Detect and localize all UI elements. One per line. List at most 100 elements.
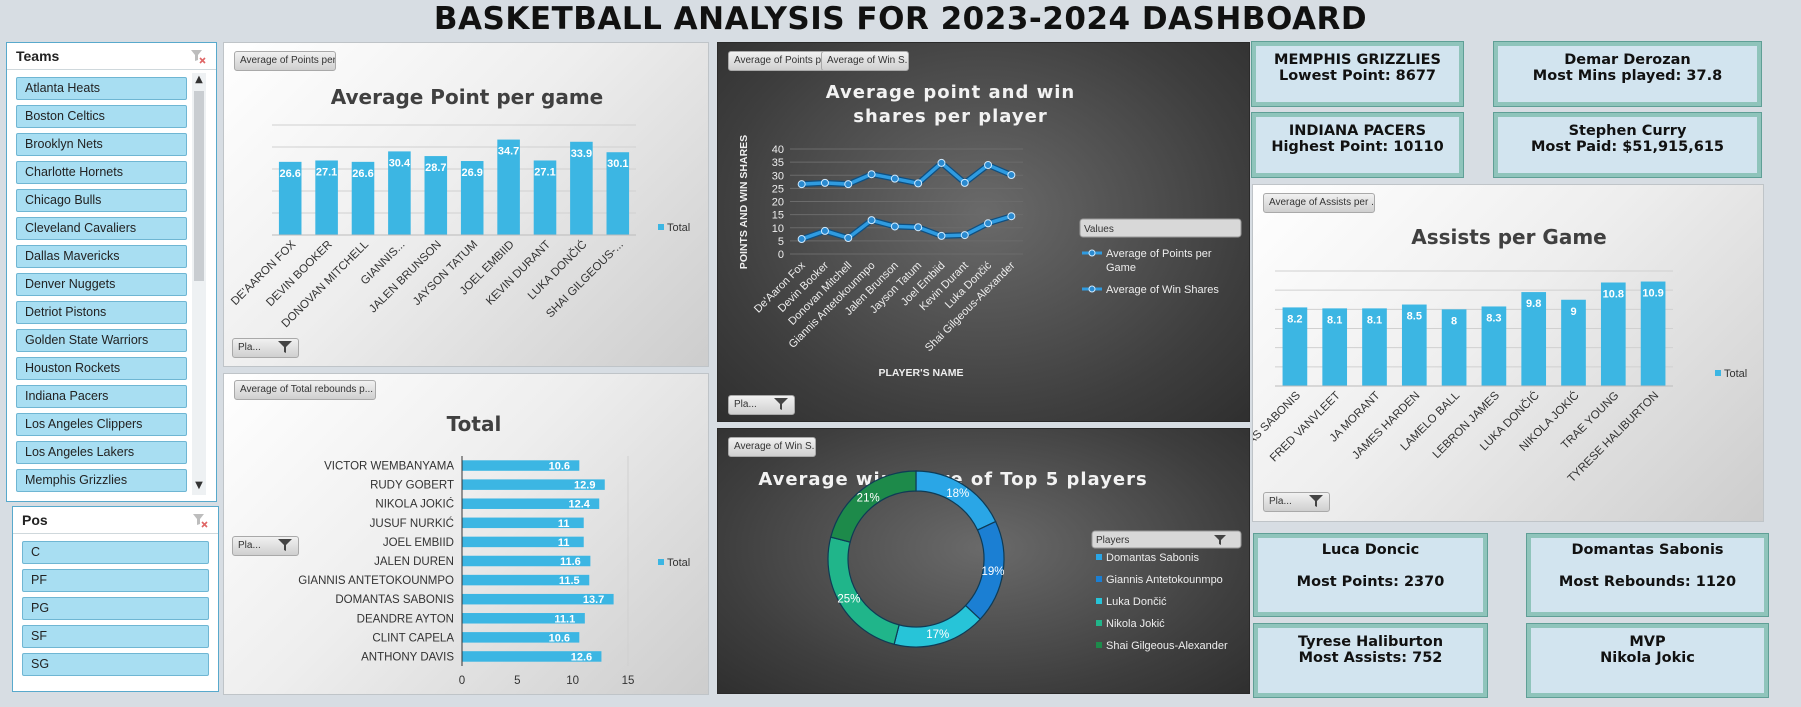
points-wins-chart-title: Average point and win shares per player	[825, 82, 1076, 127]
card-line-2: Most Paid: $51,915,615	[1530, 139, 1725, 155]
team-slicer-item[interactable]: Brooklyn Nets	[16, 133, 187, 156]
data-label: 12.4	[569, 499, 591, 511]
rebounds-player-filter-button[interactable]: Pla...	[232, 536, 299, 556]
data-point	[960, 178, 969, 187]
pos-slicer-item[interactable]: SG	[22, 653, 209, 676]
legend-title-box	[1091, 530, 1242, 549]
rebounds-field-button[interactable]: Average of Total rebounds p...	[234, 380, 376, 400]
data-label: 10.6	[549, 461, 570, 473]
bar	[462, 632, 580, 643]
data-point	[890, 222, 899, 231]
data-label: 10.8	[1603, 289, 1624, 301]
data-point	[937, 231, 946, 240]
pos-slicer-item[interactable]: PF	[22, 569, 209, 592]
assists-panel: Average of Assists per ... Assists per G…	[1252, 184, 1764, 522]
bar	[570, 141, 593, 235]
category-label: DEANDRE AYTON	[357, 613, 454, 625]
category-label: NIKOLA JOKIĆ	[375, 498, 454, 511]
tick-label: 40	[772, 144, 784, 156]
filter-icon	[278, 539, 292, 551]
data-point	[1007, 170, 1016, 179]
bar	[1282, 307, 1308, 386]
category-label: CLINT CAPELA	[372, 632, 454, 644]
team-slicer-item[interactable]: Denver Nuggets	[16, 273, 187, 296]
team-slicer-item[interactable]: Dallas Mavericks	[16, 245, 187, 268]
clear-filter-icon[interactable]	[192, 512, 208, 528]
filter-icon	[1309, 495, 1323, 507]
points-filter-label: Pla...	[238, 342, 261, 353]
data-label: 8.3	[1486, 312, 1501, 324]
scroll-up-icon[interactable]: ▲	[195, 74, 203, 85]
data-label: 34.7	[498, 146, 519, 158]
assists-player-filter-button[interactable]: Pla...	[1263, 492, 1330, 512]
legend-label: Giannis Antetokounmpo	[1106, 574, 1223, 586]
bar	[278, 161, 302, 235]
bar	[462, 460, 580, 471]
points-wins-field-button-2[interactable]: Average of Win S...	[821, 51, 909, 71]
teams-slicer-scrollbar[interactable]: ▲ ▼	[192, 73, 206, 495]
points-wins-player-filter-button[interactable]: Pla...	[728, 395, 795, 415]
team-slicer-item[interactable]: Chicago Bulls	[16, 189, 187, 212]
tick-label: 25	[772, 183, 784, 195]
team-slicer-item[interactable]: Cleveland Cavaliers	[16, 217, 187, 240]
team-slicer-item[interactable]: Detriot Pistons	[16, 301, 187, 324]
clear-filter-icon[interactable]	[190, 48, 206, 64]
card-line-2: Most Rebounds: 1120	[1558, 574, 1737, 590]
legend-swatch	[1096, 554, 1102, 560]
data-point	[890, 174, 899, 183]
category-label: DOMANTAS SABONIS	[335, 594, 454, 606]
data-label: 13.7	[583, 594, 604, 606]
legend-marker	[1088, 285, 1096, 293]
points-per-game-panel: Average of Points per... Average Point p…	[223, 42, 709, 367]
category-label: GIANNIS ANTETOKOUNMPO	[298, 575, 454, 587]
data-label: 8.1	[1327, 314, 1342, 326]
team-slicer-item[interactable]: Los Angeles Clippers	[16, 413, 187, 436]
category-label: JALEN DUREN	[374, 556, 454, 568]
winshare-field-button[interactable]: Average of Win S...	[728, 437, 816, 457]
points-player-filter-button[interactable]: Pla...	[232, 338, 299, 358]
pos-slicer-item[interactable]: PG	[22, 597, 209, 620]
category-label: LEBRON JAMES	[1431, 389, 1503, 461]
legend-title-box	[1079, 218, 1242, 238]
assists-field-button[interactable]: Average of Assists per ...	[1263, 193, 1375, 213]
pos-slicer-item[interactable]: SF	[22, 625, 209, 648]
team-slicer-item[interactable]: Los Angeles Lakers	[16, 441, 187, 464]
bar	[351, 161, 375, 235]
card-line-1: Demar Derozan	[1564, 52, 1691, 68]
card-line-2: Most Mins played: 37.8	[1532, 68, 1723, 84]
bar	[1640, 281, 1666, 386]
bar	[1362, 308, 1387, 386]
data-point	[984, 219, 993, 228]
legend-swatch	[1096, 642, 1102, 648]
most-mins-card: Demar Derozan Most Mins played: 37.8	[1493, 41, 1762, 107]
bar	[462, 536, 584, 548]
tick-label: 10	[566, 675, 579, 687]
category-label: JOEL EMBIID	[383, 537, 454, 549]
data-point	[937, 158, 946, 167]
bar	[1521, 292, 1547, 386]
team-slicer-item[interactable]: Boston Celtics	[16, 105, 187, 128]
data-label: 8	[1451, 315, 1457, 327]
team-slicer-item[interactable]: Houston Rockets	[16, 357, 187, 380]
pos-slicer-item[interactable]: C	[22, 541, 209, 564]
team-slicer-item[interactable]: Memphis Grizzlies	[16, 469, 187, 492]
bar	[1481, 306, 1507, 386]
team-slicer-item[interactable]: Charlotte Hornets	[16, 161, 187, 184]
bar	[462, 517, 584, 529]
team-slicer-item[interactable]: Indiana Pacers	[16, 385, 187, 408]
teams-slicer[interactable]: Teams Atlanta Heats Boston Celtics Brookly…	[6, 42, 217, 502]
y-axis-title: POINTS AND WIN SHARES	[738, 135, 750, 269]
data-point	[867, 216, 876, 225]
dashboard-title: BASKETBALL ANALYSIS FOR 2023-2024 DASHBO…	[433, 1, 1368, 37]
bar	[462, 574, 590, 586]
scroll-thumb[interactable]	[194, 91, 204, 281]
data-label: 10.6	[549, 632, 570, 644]
team-slicer-item[interactable]: Atlanta Heats	[16, 77, 187, 100]
bar	[462, 498, 600, 509]
category-label: JUSUF NURKIĆ	[370, 517, 454, 530]
pos-slicer[interactable]: Pos C PF PG SF SG	[12, 506, 219, 692]
card-line-1: Domantas Sabonis	[1571, 542, 1724, 558]
team-slicer-item[interactable]: Golden State Warriors	[16, 329, 187, 352]
points-field-button[interactable]: Average of Points per...	[234, 51, 336, 71]
scroll-down-icon[interactable]: ▼	[195, 480, 203, 491]
